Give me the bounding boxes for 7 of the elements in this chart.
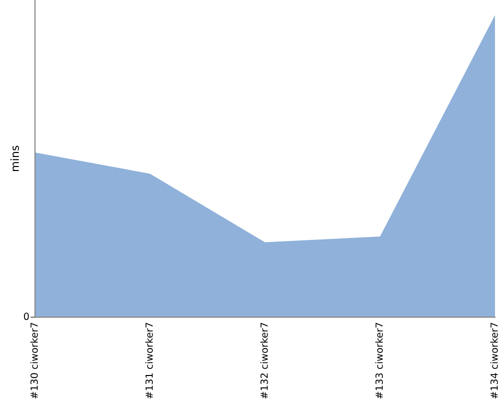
- x-tick-label: #134 ciworker7: [490, 322, 498, 398]
- x-tick-label: #133 ciworker7: [375, 322, 383, 398]
- x-tick-label: #130 ciworker7: [30, 322, 38, 398]
- x-tick-label: #132 ciworker7: [260, 322, 268, 398]
- x-tick-label: #131 ciworker7: [145, 322, 153, 398]
- text: 0: [24, 312, 29, 320]
- y-axis-title: mins: [10, 146, 19, 171]
